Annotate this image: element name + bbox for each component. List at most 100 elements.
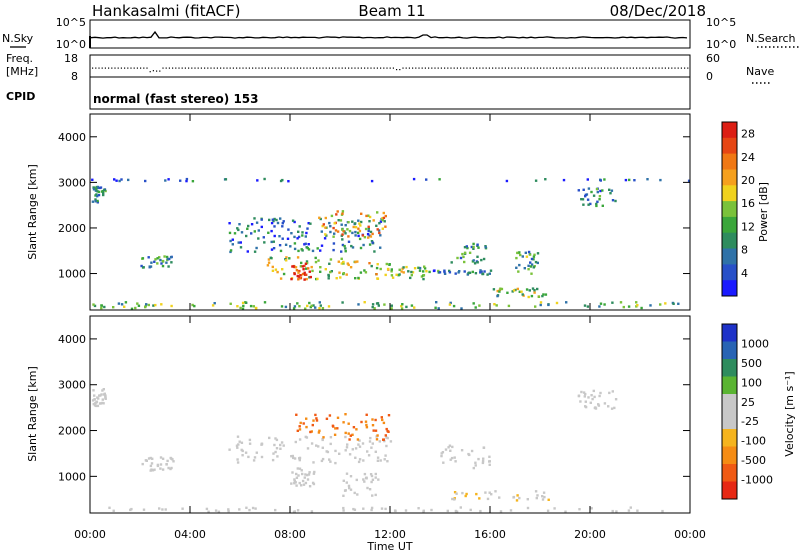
heatmap-cell xyxy=(384,273,387,277)
heatmap-cell xyxy=(293,478,296,481)
heatmap-cell xyxy=(310,442,314,445)
heatmap-cell xyxy=(292,307,296,310)
heatmap-cell xyxy=(385,262,388,266)
heatmap-cell xyxy=(123,305,126,308)
heatmap-cell xyxy=(356,231,360,235)
heatmap-cell xyxy=(590,190,593,194)
heatmap-cell xyxy=(158,256,161,259)
freq-dot xyxy=(191,67,193,69)
heatmap-cell xyxy=(357,303,360,306)
heatmap-cell xyxy=(380,416,383,419)
heatmap-cell xyxy=(383,458,386,461)
freq-dot xyxy=(223,67,225,69)
heatmap-cell xyxy=(496,294,499,298)
freq-dot xyxy=(236,67,238,69)
heatmap-cell xyxy=(97,190,101,194)
heatmap-cell xyxy=(240,448,243,452)
heatmap-cell xyxy=(99,402,103,405)
heatmap-cell xyxy=(99,394,102,397)
freq-dot xyxy=(412,67,414,69)
freq-dot xyxy=(140,67,142,69)
freq-dot xyxy=(645,67,647,69)
heatmap-cell xyxy=(509,509,513,512)
heatmap-cell xyxy=(410,273,413,277)
heatmap-cell xyxy=(466,273,469,276)
heatmap-cell xyxy=(444,448,448,451)
heatmap-cell xyxy=(278,244,282,247)
heatmap-cell xyxy=(614,199,617,203)
heatmap-cell xyxy=(443,272,447,275)
power-y-axis: 1000 2000 3000 4000 xyxy=(58,131,690,281)
heatmap-cell xyxy=(336,416,340,419)
heatmap-cell xyxy=(523,267,526,270)
heatmap-cell xyxy=(352,426,356,429)
freq-dot xyxy=(98,67,100,69)
heatmap-cell xyxy=(499,287,502,290)
heatmap-cell xyxy=(449,301,452,305)
heatmap-cell xyxy=(438,271,442,274)
date-title: 08/Dec/2018 xyxy=(610,2,706,20)
freq-dot xyxy=(514,67,516,69)
power-ylabel: Slant Range [km] xyxy=(26,164,39,260)
heatmap-cell xyxy=(390,268,393,271)
heatmap-cell xyxy=(443,270,446,274)
heatmap-cell xyxy=(293,482,296,485)
heatmap-cell xyxy=(533,289,536,292)
colorbar-swatch xyxy=(722,248,737,265)
heatmap-cell xyxy=(324,226,327,229)
freq-dot xyxy=(415,67,417,69)
freq-dot xyxy=(111,67,113,69)
heatmap-cell xyxy=(488,463,491,466)
freq-dot xyxy=(130,67,132,69)
heatmap-cell xyxy=(304,435,307,439)
colorbar-tick-label: -500 xyxy=(741,454,766,467)
heatmap-cell xyxy=(469,508,472,512)
freq-dot xyxy=(549,67,551,69)
heatmap-cell xyxy=(363,472,367,476)
heatmap-cell xyxy=(99,186,103,189)
freq-dot xyxy=(367,67,369,69)
heatmap-cell xyxy=(290,232,293,235)
heatmap-cell xyxy=(134,306,137,310)
freq-dot xyxy=(668,67,670,69)
heatmap-cell xyxy=(321,446,324,449)
heatmap-cell xyxy=(322,436,325,439)
heatmap-cell xyxy=(274,437,277,440)
freq-dot xyxy=(463,67,465,69)
heatmap-cell xyxy=(448,271,452,274)
heatmap-cell xyxy=(553,507,556,510)
heatmap-cell xyxy=(231,238,234,241)
heatmap-cell xyxy=(486,273,489,276)
heatmap-cell xyxy=(304,481,308,485)
heatmap-cell xyxy=(371,241,374,244)
heatmap-cell xyxy=(255,221,259,224)
heatmap-cell xyxy=(167,466,170,470)
noise-tick-bottom-left: 10^0 xyxy=(56,38,86,51)
heatmap-cell xyxy=(253,456,257,459)
freq-dot xyxy=(476,67,478,69)
heatmap-cell xyxy=(295,413,298,416)
heatmap-cell xyxy=(372,429,375,432)
freq-dot xyxy=(648,67,650,69)
heatmap-cell xyxy=(365,214,368,218)
freq-dot xyxy=(277,67,279,69)
heatmap-cell xyxy=(364,227,368,231)
heatmap-cell xyxy=(165,261,168,264)
freq-dot xyxy=(184,67,186,69)
freq-dot xyxy=(642,67,644,69)
heatmap-cell xyxy=(599,391,602,395)
heatmap-cell xyxy=(271,218,274,221)
heatmap-cell xyxy=(381,219,384,222)
heatmap-cell xyxy=(390,274,394,277)
heatmap-cell xyxy=(619,301,623,304)
heatmap-cell xyxy=(321,224,324,228)
heatmap-cell xyxy=(422,270,425,273)
heatmap-cell xyxy=(309,305,312,309)
freq-dot xyxy=(133,67,135,69)
heatmap-cell xyxy=(229,302,232,305)
heatmap-cell xyxy=(390,304,393,307)
heatmap-cell xyxy=(375,438,379,441)
freq-tick-18: 18 xyxy=(64,52,78,65)
heatmap-cell xyxy=(473,262,477,265)
heatmap-cell xyxy=(598,305,601,308)
